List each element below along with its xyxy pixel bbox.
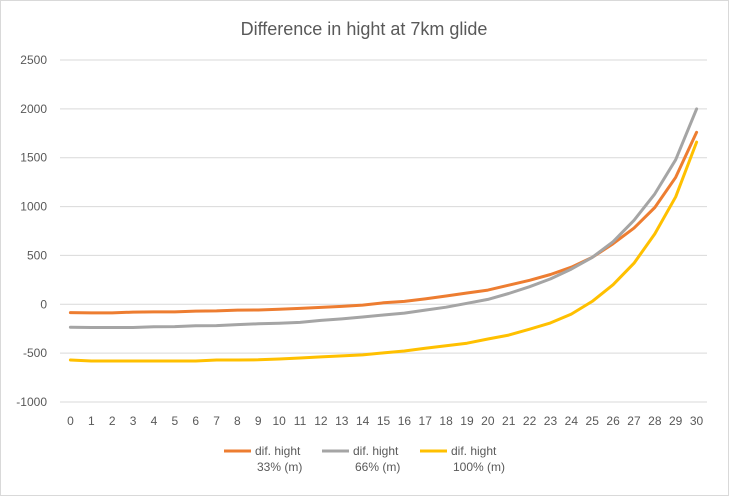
x-tick-label: 8	[234, 414, 241, 428]
legend-label-line: dif. hight	[353, 444, 399, 458]
y-tick-label: 1500	[20, 151, 47, 165]
x-tick-label: 3	[130, 414, 137, 428]
x-tick-label: 1	[88, 414, 95, 428]
y-tick-label: 2500	[20, 53, 47, 67]
legend-item: dif. hight 66% (m)	[322, 444, 400, 474]
y-tick-label: 2000	[20, 102, 47, 116]
y-axis-ticks: -1000 -500 0 500 1000 1500 2000 2500	[16, 53, 47, 409]
x-tick-label: 18	[439, 414, 453, 428]
series-line	[68, 107, 699, 329]
y-tick-label: 500	[27, 248, 47, 262]
x-tick-label: 29	[669, 414, 683, 428]
x-tick-label: 11	[294, 414, 307, 428]
x-tick-label: 12	[314, 414, 328, 428]
x-tick-label: 21	[502, 414, 516, 428]
x-tick-label: 10	[272, 414, 286, 428]
series-line	[68, 130, 699, 315]
x-tick-label: 26	[606, 414, 620, 428]
y-tick-label: -1000	[16, 395, 47, 409]
x-tick-label: 13	[335, 414, 349, 428]
x-tick-label: 19	[460, 414, 474, 428]
y-tick-label: 0	[40, 297, 47, 311]
x-axis-ticks: 0 1 2 3 4 5 6 7 8 9 10 11 12 13 14 15 16 17 18 19 20 21 22 23 24…	[67, 414, 703, 428]
x-tick-label: 4	[151, 414, 158, 428]
x-tick-label: 17	[419, 414, 433, 428]
legend-label: dif. hight 66% (m)	[353, 444, 400, 474]
x-tick-label: 7	[213, 414, 220, 428]
legend: dif. hight 33% (m)dif. hight 66% (m)dif. h…	[224, 444, 505, 474]
x-tick-label: 16	[398, 414, 412, 428]
legend-label-line: 33% (m)	[257, 460, 302, 474]
legend-label-line: 66% (m)	[355, 460, 400, 474]
x-tick-label: 22	[523, 414, 537, 428]
gridlines	[60, 59, 707, 403]
x-tick-label: 28	[648, 414, 662, 428]
legend-label-line: dif. hight	[451, 444, 497, 458]
series-line	[68, 140, 699, 363]
series-lines	[68, 107, 699, 363]
legend-label-line: dif. hight	[255, 444, 301, 458]
chart-title: Difference in hight at 7km glide	[241, 19, 488, 39]
x-tick-label: 6	[192, 414, 199, 428]
legend-item: dif. hight 33% (m)	[224, 444, 302, 474]
legend-label: dif. hight 100% (m)	[451, 444, 505, 474]
x-tick-label: 0	[67, 414, 74, 428]
x-tick-label: 25	[586, 414, 600, 428]
x-tick-label: 20	[481, 414, 495, 428]
x-tick-label: 14	[356, 414, 370, 428]
x-tick-label: 27	[627, 414, 641, 428]
legend-item: dif. hight 100% (m)	[420, 444, 505, 474]
x-tick-label: 24	[565, 414, 579, 428]
x-tick-label: 15	[377, 414, 391, 428]
x-tick-label: 5	[171, 414, 178, 428]
y-tick-label: -500	[23, 346, 47, 360]
x-tick-label: 2	[109, 414, 116, 428]
x-tick-label: 9	[255, 414, 262, 428]
x-tick-label: 30	[690, 414, 704, 428]
legend-label: dif. hight 33% (m)	[255, 444, 302, 474]
y-tick-label: 1000	[20, 200, 47, 214]
legend-label-line: 100% (m)	[453, 460, 505, 474]
x-tick-label: 23	[544, 414, 558, 428]
